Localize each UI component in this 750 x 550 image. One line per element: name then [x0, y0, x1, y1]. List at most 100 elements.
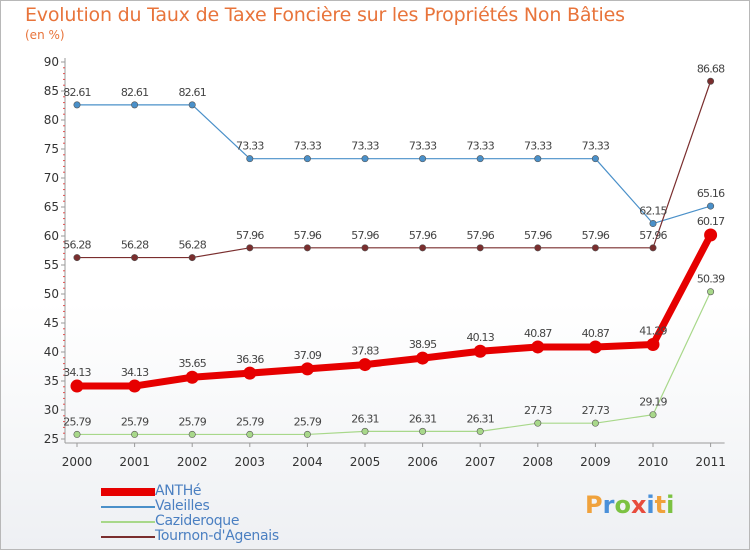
- data-label-valeilles: 62.15: [639, 205, 667, 218]
- legend-swatch-tournon: [101, 536, 155, 538]
- data-point-tournon-d-agenais: [591, 244, 599, 252]
- data-label-anth: 40.87: [582, 327, 610, 340]
- y-tick-label: 85: [44, 84, 59, 98]
- data-point-anth: [128, 379, 142, 393]
- x-tick-label: 2004: [292, 455, 323, 469]
- logo-letter: t: [654, 491, 667, 519]
- x-tick-label: 2005: [350, 455, 381, 469]
- proxiti-logo: Proxiti: [585, 491, 674, 519]
- data-label-tournon-d-agenais: 57.96: [351, 229, 379, 242]
- logo-letter: x: [630, 491, 647, 519]
- data-label-anth: 38.95: [409, 338, 437, 351]
- data-label-anth: 40.13: [466, 331, 494, 344]
- legend-item-tournon: Tournon-d'Agenais: [101, 528, 351, 544]
- data-point-tournon-d-agenais: [246, 244, 254, 252]
- chart-unit-label: (en %): [25, 28, 65, 42]
- data-label-cazideroque: 25.79: [294, 415, 322, 428]
- data-label-anth: 35.65: [178, 357, 206, 370]
- data-point-cazideroque: [73, 430, 81, 438]
- data-label-anth: 40.87: [524, 327, 552, 340]
- legend-label-valeilles: Valeilles: [155, 498, 210, 514]
- data-label-valeilles: 82.61: [63, 86, 91, 99]
- legend-item-valeilles: Valeilles: [101, 498, 351, 514]
- data-point-anth: [243, 366, 257, 380]
- data-label-cazideroque: 27.73: [582, 404, 610, 417]
- data-label-tournon-d-agenais: 57.96: [582, 229, 610, 242]
- data-point-tournon-d-agenais: [131, 254, 139, 262]
- data-label-cazideroque: 27.73: [524, 404, 552, 417]
- legend-item-anthe: ANTHé: [101, 483, 351, 499]
- data-point-cazideroque: [246, 430, 254, 438]
- x-tick-label: 2008: [523, 455, 554, 469]
- data-point-anth: [704, 228, 718, 242]
- data-label-tournon-d-agenais: 86.68: [697, 62, 725, 75]
- data-point-cazideroque: [188, 430, 196, 438]
- x-tick-label: 2006: [407, 455, 438, 469]
- data-point-tournon-d-agenais: [419, 244, 427, 252]
- data-point-valeilles: [246, 155, 254, 163]
- y-tick-label: 35: [44, 374, 59, 388]
- x-tick-label: 2007: [465, 455, 496, 469]
- x-tick-label: 2000: [62, 455, 93, 469]
- data-label-valeilles: 82.61: [121, 86, 149, 99]
- data-point-cazideroque: [476, 427, 484, 435]
- logo-letter: i: [646, 491, 655, 519]
- x-tick-label: 2003: [235, 455, 266, 469]
- data-label-valeilles: 65.16: [697, 187, 725, 200]
- data-point-cazideroque: [649, 411, 657, 419]
- data-point-tournon-d-agenais: [361, 244, 369, 252]
- data-label-valeilles: 73.33: [236, 140, 264, 153]
- data-point-cazideroque: [707, 288, 715, 296]
- data-label-anth: 34.13: [63, 366, 91, 379]
- data-point-anth: [70, 379, 84, 393]
- data-point-valeilles: [188, 101, 196, 109]
- data-point-cazideroque: [131, 430, 139, 438]
- y-tick-label: 40: [44, 345, 59, 359]
- series-line-valeilles: [76, 104, 712, 225]
- data-point-anth: [416, 351, 430, 365]
- y-tick-label: 25: [44, 432, 59, 446]
- data-label-tournon-d-agenais: 57.96: [639, 229, 667, 242]
- data-point-tournon-d-agenais: [707, 77, 715, 85]
- data-point-cazideroque: [361, 427, 369, 435]
- logo-letter: i: [666, 491, 675, 519]
- data-label-tournon-d-agenais: 57.96: [409, 229, 437, 242]
- y-tick-label: 80: [44, 113, 59, 127]
- data-label-anth: 34.13: [121, 366, 149, 379]
- data-label-anth: 41.29: [639, 325, 667, 338]
- data-point-anth: [646, 338, 660, 352]
- data-point-tournon-d-agenais: [73, 254, 81, 262]
- y-tick-label: 65: [44, 200, 59, 214]
- legend-item-cazideroque: Cazideroque: [101, 513, 351, 529]
- data-point-anth: [300, 362, 314, 376]
- data-point-valeilles: [534, 155, 542, 163]
- data-label-tournon-d-agenais: 56.28: [63, 239, 91, 252]
- data-label-cazideroque: 25.79: [121, 415, 149, 428]
- legend-swatch-anthe: [101, 488, 155, 496]
- data-label-valeilles: 73.33: [524, 140, 552, 153]
- data-point-valeilles: [303, 155, 311, 163]
- data-label-cazideroque: 26.31: [351, 412, 379, 425]
- data-point-valeilles: [649, 220, 657, 228]
- data-point-valeilles: [361, 155, 369, 163]
- data-point-anth: [531, 340, 545, 354]
- data-label-tournon-d-agenais: 56.28: [178, 239, 206, 252]
- data-point-anth: [358, 358, 372, 372]
- data-label-valeilles: 73.33: [294, 140, 322, 153]
- data-label-valeilles: 73.33: [582, 140, 610, 153]
- legend-label-tournon: Tournon-d'Agenais: [155, 528, 279, 544]
- data-label-valeilles: 82.61: [178, 86, 206, 99]
- data-labels-layer: 82.61 82.61 82.61 73.33 73.33 73.33 73.33 73.33…: [63, 62, 726, 428]
- data-label-tournon-d-agenais: 57.96: [466, 229, 494, 242]
- chart-title: Evolution du Taux de Taxe Foncière sur l…: [25, 4, 625, 26]
- x-tick-label: 2001: [119, 455, 150, 469]
- data-label-anth: 36.36: [236, 353, 264, 366]
- data-point-valeilles: [73, 101, 81, 109]
- data-label-tournon-d-agenais: 57.96: [236, 229, 264, 242]
- logo-letter: P: [585, 491, 603, 519]
- data-point-cazideroque: [419, 427, 427, 435]
- y-tick-label: 75: [44, 142, 59, 156]
- series-layer: [70, 77, 718, 438]
- x-tick-label: 2011: [695, 455, 726, 469]
